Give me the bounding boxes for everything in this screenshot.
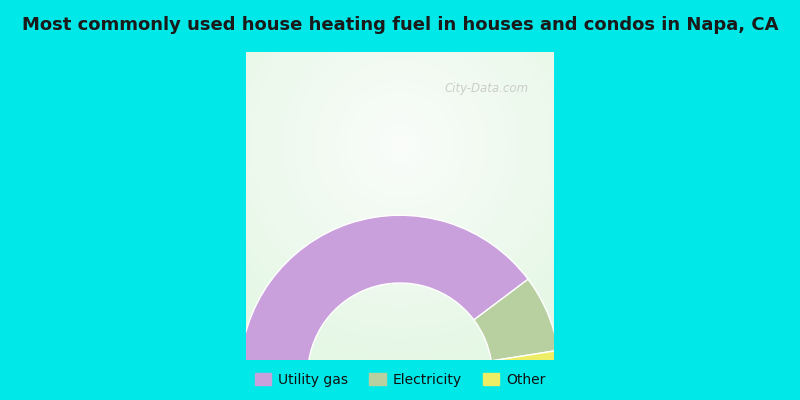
Legend: Utility gas, Electricity, Other: Utility gas, Electricity, Other xyxy=(249,368,551,392)
Text: City-Data.com: City-Data.com xyxy=(444,82,528,96)
Text: Most commonly used house heating fuel in houses and condos in Napa, CA: Most commonly used house heating fuel in… xyxy=(22,16,778,34)
Wedge shape xyxy=(491,350,560,375)
Wedge shape xyxy=(240,215,528,375)
Wedge shape xyxy=(474,279,558,361)
